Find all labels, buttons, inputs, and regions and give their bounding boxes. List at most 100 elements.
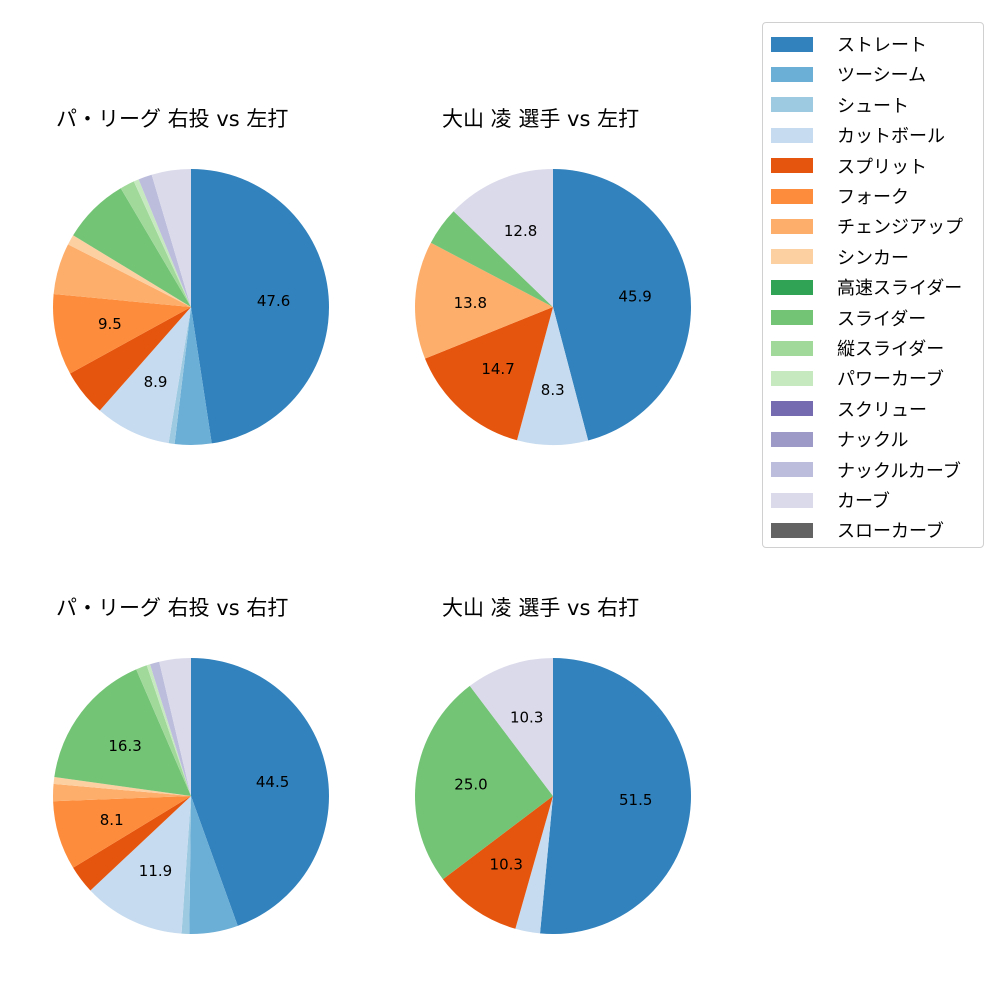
pie-slice-label: 45.9 xyxy=(618,287,651,305)
legend-swatch xyxy=(771,127,813,143)
pie-slice-label: 9.5 xyxy=(98,315,122,333)
pie-slice xyxy=(159,658,191,796)
pie-slice xyxy=(517,307,589,445)
legend-swatch xyxy=(771,249,813,265)
pie-slice xyxy=(53,796,191,868)
legend-swatch xyxy=(771,462,813,478)
legend-item: 縦スライダー xyxy=(771,337,945,360)
legend-swatch xyxy=(771,36,813,52)
legend-swatch xyxy=(771,218,813,234)
pie-slice xyxy=(54,669,192,796)
pie-slice xyxy=(469,658,553,796)
legend-label: チェンジアップ xyxy=(837,217,963,239)
pie-title-1: パ・リーグ 右投 vs 左打 xyxy=(56,107,289,131)
legend-item: ナックルカーブ xyxy=(771,459,961,482)
pie-slice xyxy=(99,307,191,444)
pie-slice-label: 16.3 xyxy=(108,737,141,755)
legend-label: シュート xyxy=(837,95,909,117)
pie-slice-label: 10.3 xyxy=(490,855,523,873)
pie-slice-label: 51.5 xyxy=(619,791,652,809)
legend-item: スライダー xyxy=(771,307,927,330)
pie-slice xyxy=(138,174,191,307)
legend-label: カーブ xyxy=(837,491,890,512)
legend-label: 高速スライダー xyxy=(837,278,963,300)
legend-item: カーブ xyxy=(771,489,890,512)
legend-swatch xyxy=(771,522,813,538)
legend-item: シンカー xyxy=(771,246,909,269)
legend-swatch xyxy=(771,401,813,417)
pie-slice xyxy=(146,664,191,796)
pie-slice xyxy=(168,307,191,445)
pie-slice xyxy=(53,294,192,374)
legend: ストレートツーシームシュートカットボール スプリットフォークチェンジアップ シンカー… xyxy=(762,22,984,548)
pie-slice xyxy=(53,783,191,802)
pie-slice xyxy=(181,796,191,934)
pie-slice xyxy=(120,181,191,307)
pie-slice-label: 14.7 xyxy=(481,360,514,378)
pie-slice xyxy=(136,665,191,796)
legend-label: 縦スライダー xyxy=(837,339,945,360)
legend-label: スクリュー xyxy=(837,399,927,421)
pie-slice-label: 10.3 xyxy=(510,708,543,726)
legend-swatch xyxy=(771,492,813,508)
legend-item: スクリュー xyxy=(771,398,927,421)
pie-slice xyxy=(68,235,191,307)
legend-item: スプリット xyxy=(771,155,927,178)
legend-item: ストレート xyxy=(771,33,927,56)
pie-slice xyxy=(70,307,191,411)
legend-swatch xyxy=(771,188,813,204)
pie-slice xyxy=(191,169,329,444)
legend-swatch xyxy=(771,158,813,174)
pie-slice xyxy=(430,211,553,307)
pie-slice xyxy=(415,685,553,880)
legend-item: ツーシーム xyxy=(771,63,927,87)
legend-swatch xyxy=(771,431,813,447)
pie-slice xyxy=(73,188,191,307)
legend-label: ナックルカーブ xyxy=(837,460,961,482)
pie-slice xyxy=(174,307,212,445)
legend-label: パワーカーブ xyxy=(837,369,944,391)
pie-title-3: パ・リーグ 右投 vs 右打 xyxy=(56,596,289,620)
legend-item: 高速スライダー xyxy=(771,276,963,300)
legend-swatch xyxy=(771,66,813,82)
pie-slice-label: 25.0 xyxy=(454,776,487,794)
pie-slice xyxy=(133,179,191,307)
legend-swatch xyxy=(771,97,813,113)
legend-label: ツーシーム xyxy=(837,65,927,87)
legend-swatch xyxy=(771,340,813,356)
legend-label: カットボール xyxy=(837,126,945,148)
legend-label: スライダー xyxy=(837,308,927,330)
legend-item: ナックル xyxy=(771,428,908,451)
legend-label: ストレート xyxy=(837,35,927,56)
legend-item: スローカーブ xyxy=(771,519,944,543)
pie-slice xyxy=(442,796,553,929)
legend-item: フォーク xyxy=(771,185,909,208)
legend-swatch xyxy=(771,370,813,386)
pie-slice xyxy=(453,169,553,307)
pie-slice-label: 11.9 xyxy=(139,862,172,880)
pie-slice xyxy=(151,169,191,307)
legend-swatch xyxy=(771,279,813,295)
pie-slice xyxy=(90,796,191,934)
pie-slice-label: 44.5 xyxy=(256,773,289,791)
pie-slice-label: 8.3 xyxy=(541,381,565,399)
pie-slice xyxy=(53,776,191,796)
legend-item: パワーカーブ xyxy=(771,367,944,391)
legend-item: カットボール xyxy=(771,124,945,148)
pie-slice-label: 12.8 xyxy=(504,222,537,240)
legend-swatch xyxy=(771,310,813,326)
pie-slice xyxy=(414,242,553,359)
pie-slice xyxy=(150,661,191,796)
legend-label: スローカーブ xyxy=(837,521,944,543)
pie-title-4: 大山 凌 選手 vs 右打 xyxy=(442,596,640,620)
pie-slice-label: 13.8 xyxy=(454,294,487,312)
pie-slice-label: 8.1 xyxy=(100,811,124,829)
legend-label: スプリット xyxy=(837,156,927,178)
pie-slice xyxy=(540,658,691,934)
pie-slice xyxy=(515,796,553,934)
pie-slice xyxy=(73,796,191,891)
legend-label: シンカー xyxy=(837,247,909,269)
pie-slice xyxy=(189,796,238,934)
pie-slice xyxy=(191,658,330,926)
